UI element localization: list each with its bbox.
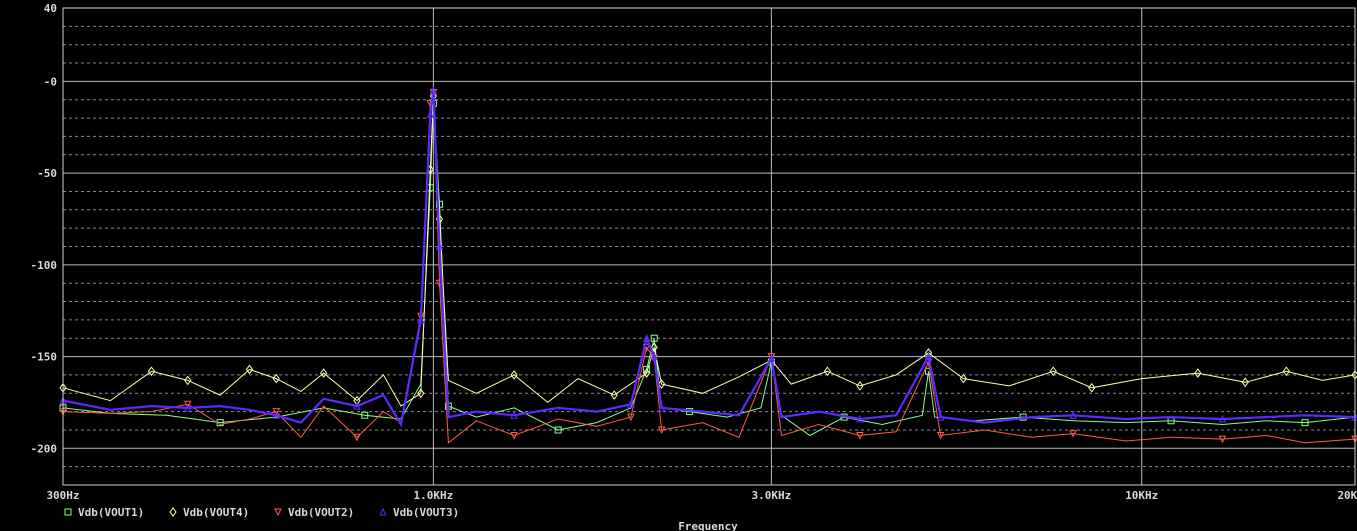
series-marker <box>1218 435 1227 444</box>
legend-item[interactable]: Vdb(VOUT1) <box>64 506 144 519</box>
series-marker <box>643 368 651 378</box>
series-marker <box>924 352 933 361</box>
series-marker <box>272 373 280 384</box>
series-marker <box>610 390 618 400</box>
series-marker <box>510 411 518 419</box>
series-marker <box>767 354 776 362</box>
series-marker <box>657 426 666 435</box>
series-marker <box>272 411 281 419</box>
series-marker <box>510 431 518 440</box>
x-tick-label: 10KHz <box>1125 489 1158 502</box>
series-line <box>62 92 1356 444</box>
legend-label: Vdb(VOUT2) <box>288 506 354 519</box>
series-marker <box>444 402 452 410</box>
series-marker <box>1069 430 1077 438</box>
series-marker <box>1069 411 1077 419</box>
series-marker <box>184 375 192 386</box>
grid <box>63 8 1355 485</box>
y-tick-label: -50 <box>37 167 57 180</box>
legend-item[interactable]: Vdb(VOUT4) <box>169 506 249 519</box>
series-marker <box>627 400 635 408</box>
y-tick-label: -100 <box>31 259 58 272</box>
series-marker <box>353 395 361 406</box>
series-marker <box>429 88 438 97</box>
x-tick-label: 300Hz <box>46 489 79 502</box>
series-marker <box>1194 368 1202 378</box>
series-marker <box>353 433 361 442</box>
series-marker <box>353 401 361 410</box>
series-marker <box>435 242 444 250</box>
series-marker <box>272 408 281 416</box>
plot-frame <box>62 7 1356 486</box>
series-marker <box>823 366 832 377</box>
series-marker <box>216 419 224 427</box>
series-marker <box>274 508 282 517</box>
series-marker <box>1088 382 1096 393</box>
series-marker <box>959 373 968 384</box>
series-marker <box>840 413 848 421</box>
y-tick-label: 40 <box>44 2 57 15</box>
series-marker <box>642 334 651 342</box>
series-marker <box>417 315 425 324</box>
legend-label: Vdb(VOUT4) <box>183 506 249 519</box>
series-marker <box>650 334 658 342</box>
series-marker <box>435 200 443 208</box>
legend-item[interactable]: Vdb(VOUT2) <box>274 506 354 519</box>
series-marker <box>856 431 864 440</box>
series-marker <box>379 507 387 516</box>
series-marker <box>417 388 425 399</box>
series-marker <box>510 370 518 380</box>
series-marker <box>658 379 666 389</box>
series-marker <box>1049 366 1057 377</box>
series-marker <box>169 507 177 517</box>
series-marker <box>361 411 369 419</box>
series-marker <box>320 368 328 378</box>
series-marker <box>245 364 254 375</box>
series-marker <box>429 86 438 95</box>
series-marker <box>554 426 562 434</box>
series-layer <box>59 86 1357 444</box>
axis-labels: 40 -0 -50 -100 -150 -200 300Hz 1.0KHz 3.0KHz 10KH… <box>31 2 1357 502</box>
x-tick-label: 20KHz <box>1337 489 1357 502</box>
legend-label: Vdb(VOUT1) <box>78 506 144 519</box>
series-marker <box>936 431 945 440</box>
series-marker <box>767 353 776 361</box>
x-tick-label: 3.0KHz <box>751 489 791 502</box>
legend-item[interactable]: Vdb(VOUT3) <box>379 506 459 519</box>
legend-label: Vdb(VOUT3) <box>393 506 459 519</box>
series-marker <box>650 342 658 353</box>
series-line <box>62 90 1356 428</box>
series-marker <box>1282 366 1290 377</box>
series-marker <box>1301 419 1309 427</box>
series-marker <box>64 508 72 516</box>
series-marker <box>856 381 864 391</box>
series-Vdb(VOUT3) <box>59 86 1357 428</box>
x-tick-label: 1.0KHz <box>414 489 454 502</box>
series-marker <box>856 414 864 423</box>
series-marker <box>650 352 659 361</box>
y-tick-label: -0 <box>44 75 57 88</box>
series-marker <box>183 403 192 412</box>
series-marker <box>426 110 435 118</box>
series-line <box>62 96 1356 407</box>
series-marker <box>657 403 666 412</box>
x-axis-label: Frequency <box>678 520 738 531</box>
y-tick-label: -200 <box>31 442 58 455</box>
series-marker <box>686 408 694 416</box>
series-marker <box>1218 414 1227 423</box>
series-marker <box>147 366 156 377</box>
y-tick-label: -150 <box>31 351 58 364</box>
series-marker <box>627 413 635 422</box>
legend[interactable]: Vdb(VOUT1) Vdb(VOUT4) Vdb(VOUT2) Vdb(VOUT3) <box>64 506 459 519</box>
series-marker <box>936 413 945 421</box>
series-marker <box>183 400 192 409</box>
series-marker <box>1241 377 1249 388</box>
